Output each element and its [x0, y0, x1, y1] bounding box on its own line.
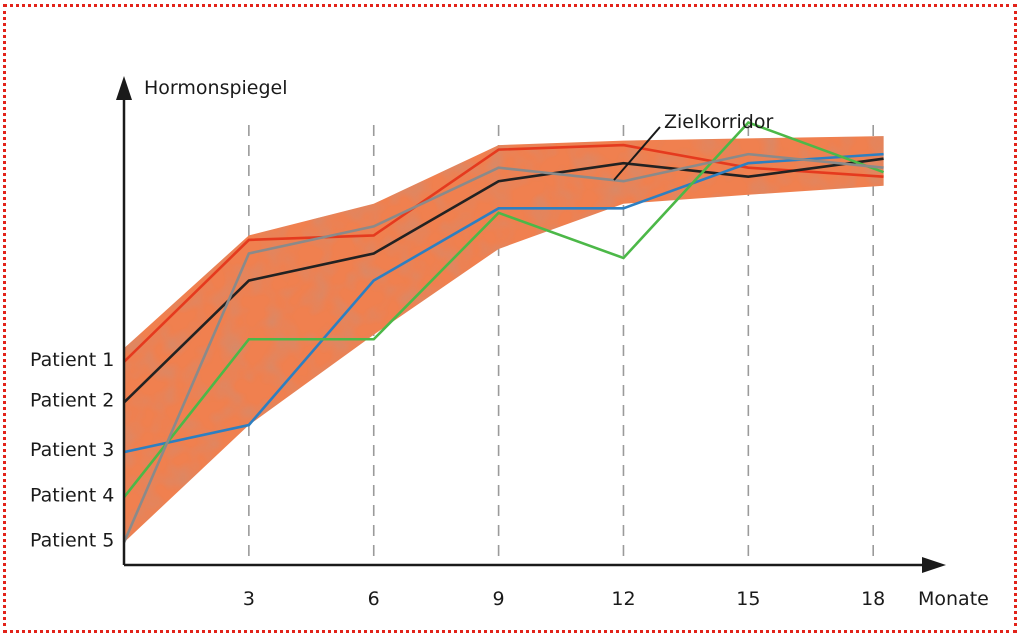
series-labels: Patient 1 Patient 2 Patient 3 Patient 4 Pati…: [30, 349, 114, 552]
y-axis-title: Hormonspiegel: [144, 77, 288, 99]
x-tick-label: 15: [736, 588, 760, 610]
corridor-label: Zielkorridor: [664, 111, 773, 133]
series-label: Patient 3: [30, 439, 114, 461]
series-lines: [122, 121, 885, 543]
x-tick-label: 12: [611, 588, 635, 610]
axes: [116, 76, 946, 573]
x-tick-label: 6: [368, 588, 380, 610]
series-label: Patient 2: [30, 389, 114, 411]
y-axis-arrow: [116, 76, 132, 100]
dotted-frame: [3, 4, 1017, 633]
series-label: Patient 5: [30, 529, 114, 551]
series-label: Patient 1: [30, 349, 114, 371]
x-axis-arrow: [922, 557, 946, 573]
corridor-label-leader: [613, 126, 661, 181]
grid-lines: [248, 125, 875, 565]
x-axis-title: Monate: [918, 588, 989, 610]
x-tick-labels: 3 6 9 12 15 18: [243, 588, 885, 610]
series-label: Patient 4: [30, 484, 114, 506]
target-corridor-band: [124, 136, 884, 543]
x-tick-label: 9: [493, 588, 505, 610]
x-tick-label: 3: [243, 588, 255, 610]
x-tick-label: 18: [861, 588, 885, 610]
